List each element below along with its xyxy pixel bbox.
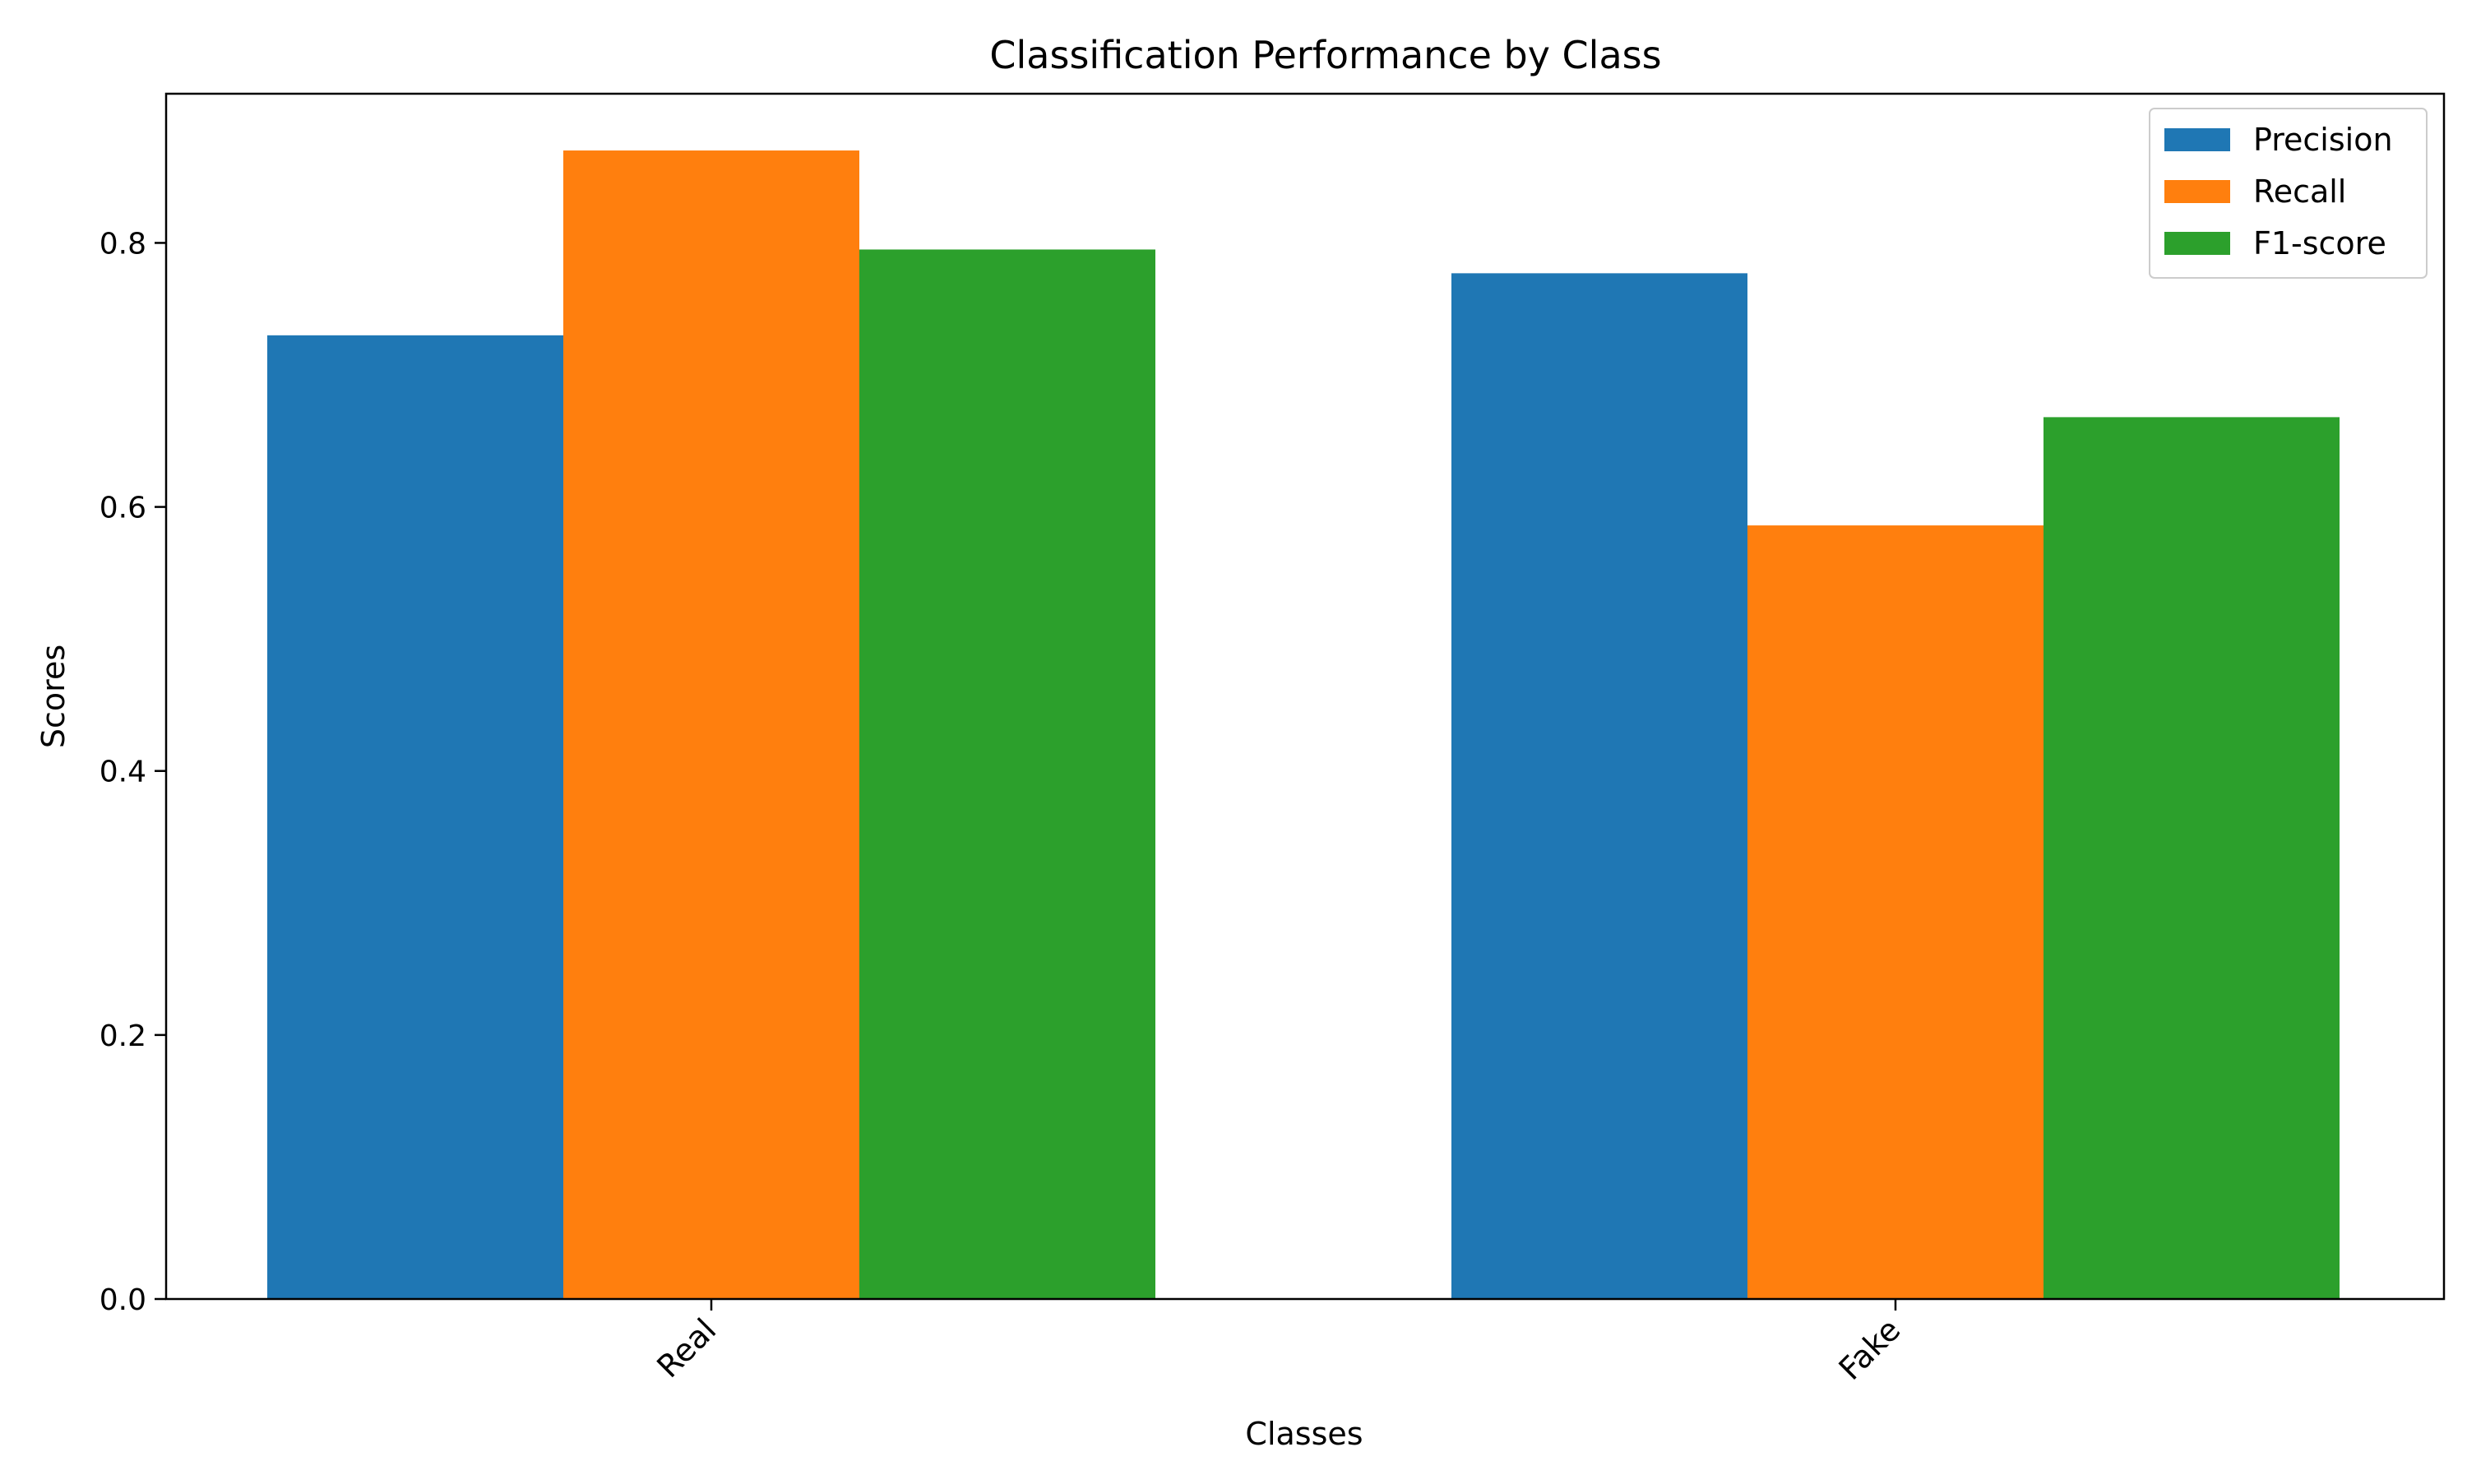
y-axis: 0.0 0.2 0.4 0.6 0.8: [100, 227, 166, 1317]
plot-frame: [164, 92, 2446, 1301]
legend-label: Precision: [2253, 122, 2393, 158]
legend-label: F1-score: [2253, 225, 2386, 261]
y-tick-label: 0.2: [100, 1019, 146, 1053]
y-axis-label: Scores: [35, 645, 72, 748]
y-tick-label: 0.4: [100, 756, 146, 789]
y-tick-label: 0.0: [100, 1283, 146, 1317]
bar-f1-score-real: [859, 249, 1155, 1300]
legend-swatch: [2164, 180, 2230, 203]
legend-label: Recall: [2253, 173, 2346, 210]
bar-recall-real: [563, 150, 859, 1299]
bar-group: [267, 150, 2340, 1300]
y-tick-label: 0.8: [100, 227, 146, 261]
legend-swatch: [2164, 232, 2230, 255]
bar-precision-fake: [1451, 273, 1747, 1299]
chart-title: Classification Performance by Class: [989, 33, 1661, 77]
bar-recall-fake: [1747, 525, 2043, 1299]
x-axis-label: Classes: [1245, 1416, 1363, 1452]
legend-swatch: [2164, 128, 2230, 151]
y-tick-label: 0.6: [100, 492, 146, 525]
legend: Precision Recall F1-score: [2149, 108, 2428, 279]
bar-f1-score-fake: [2043, 417, 2340, 1299]
bar-precision-real: [267, 335, 563, 1299]
